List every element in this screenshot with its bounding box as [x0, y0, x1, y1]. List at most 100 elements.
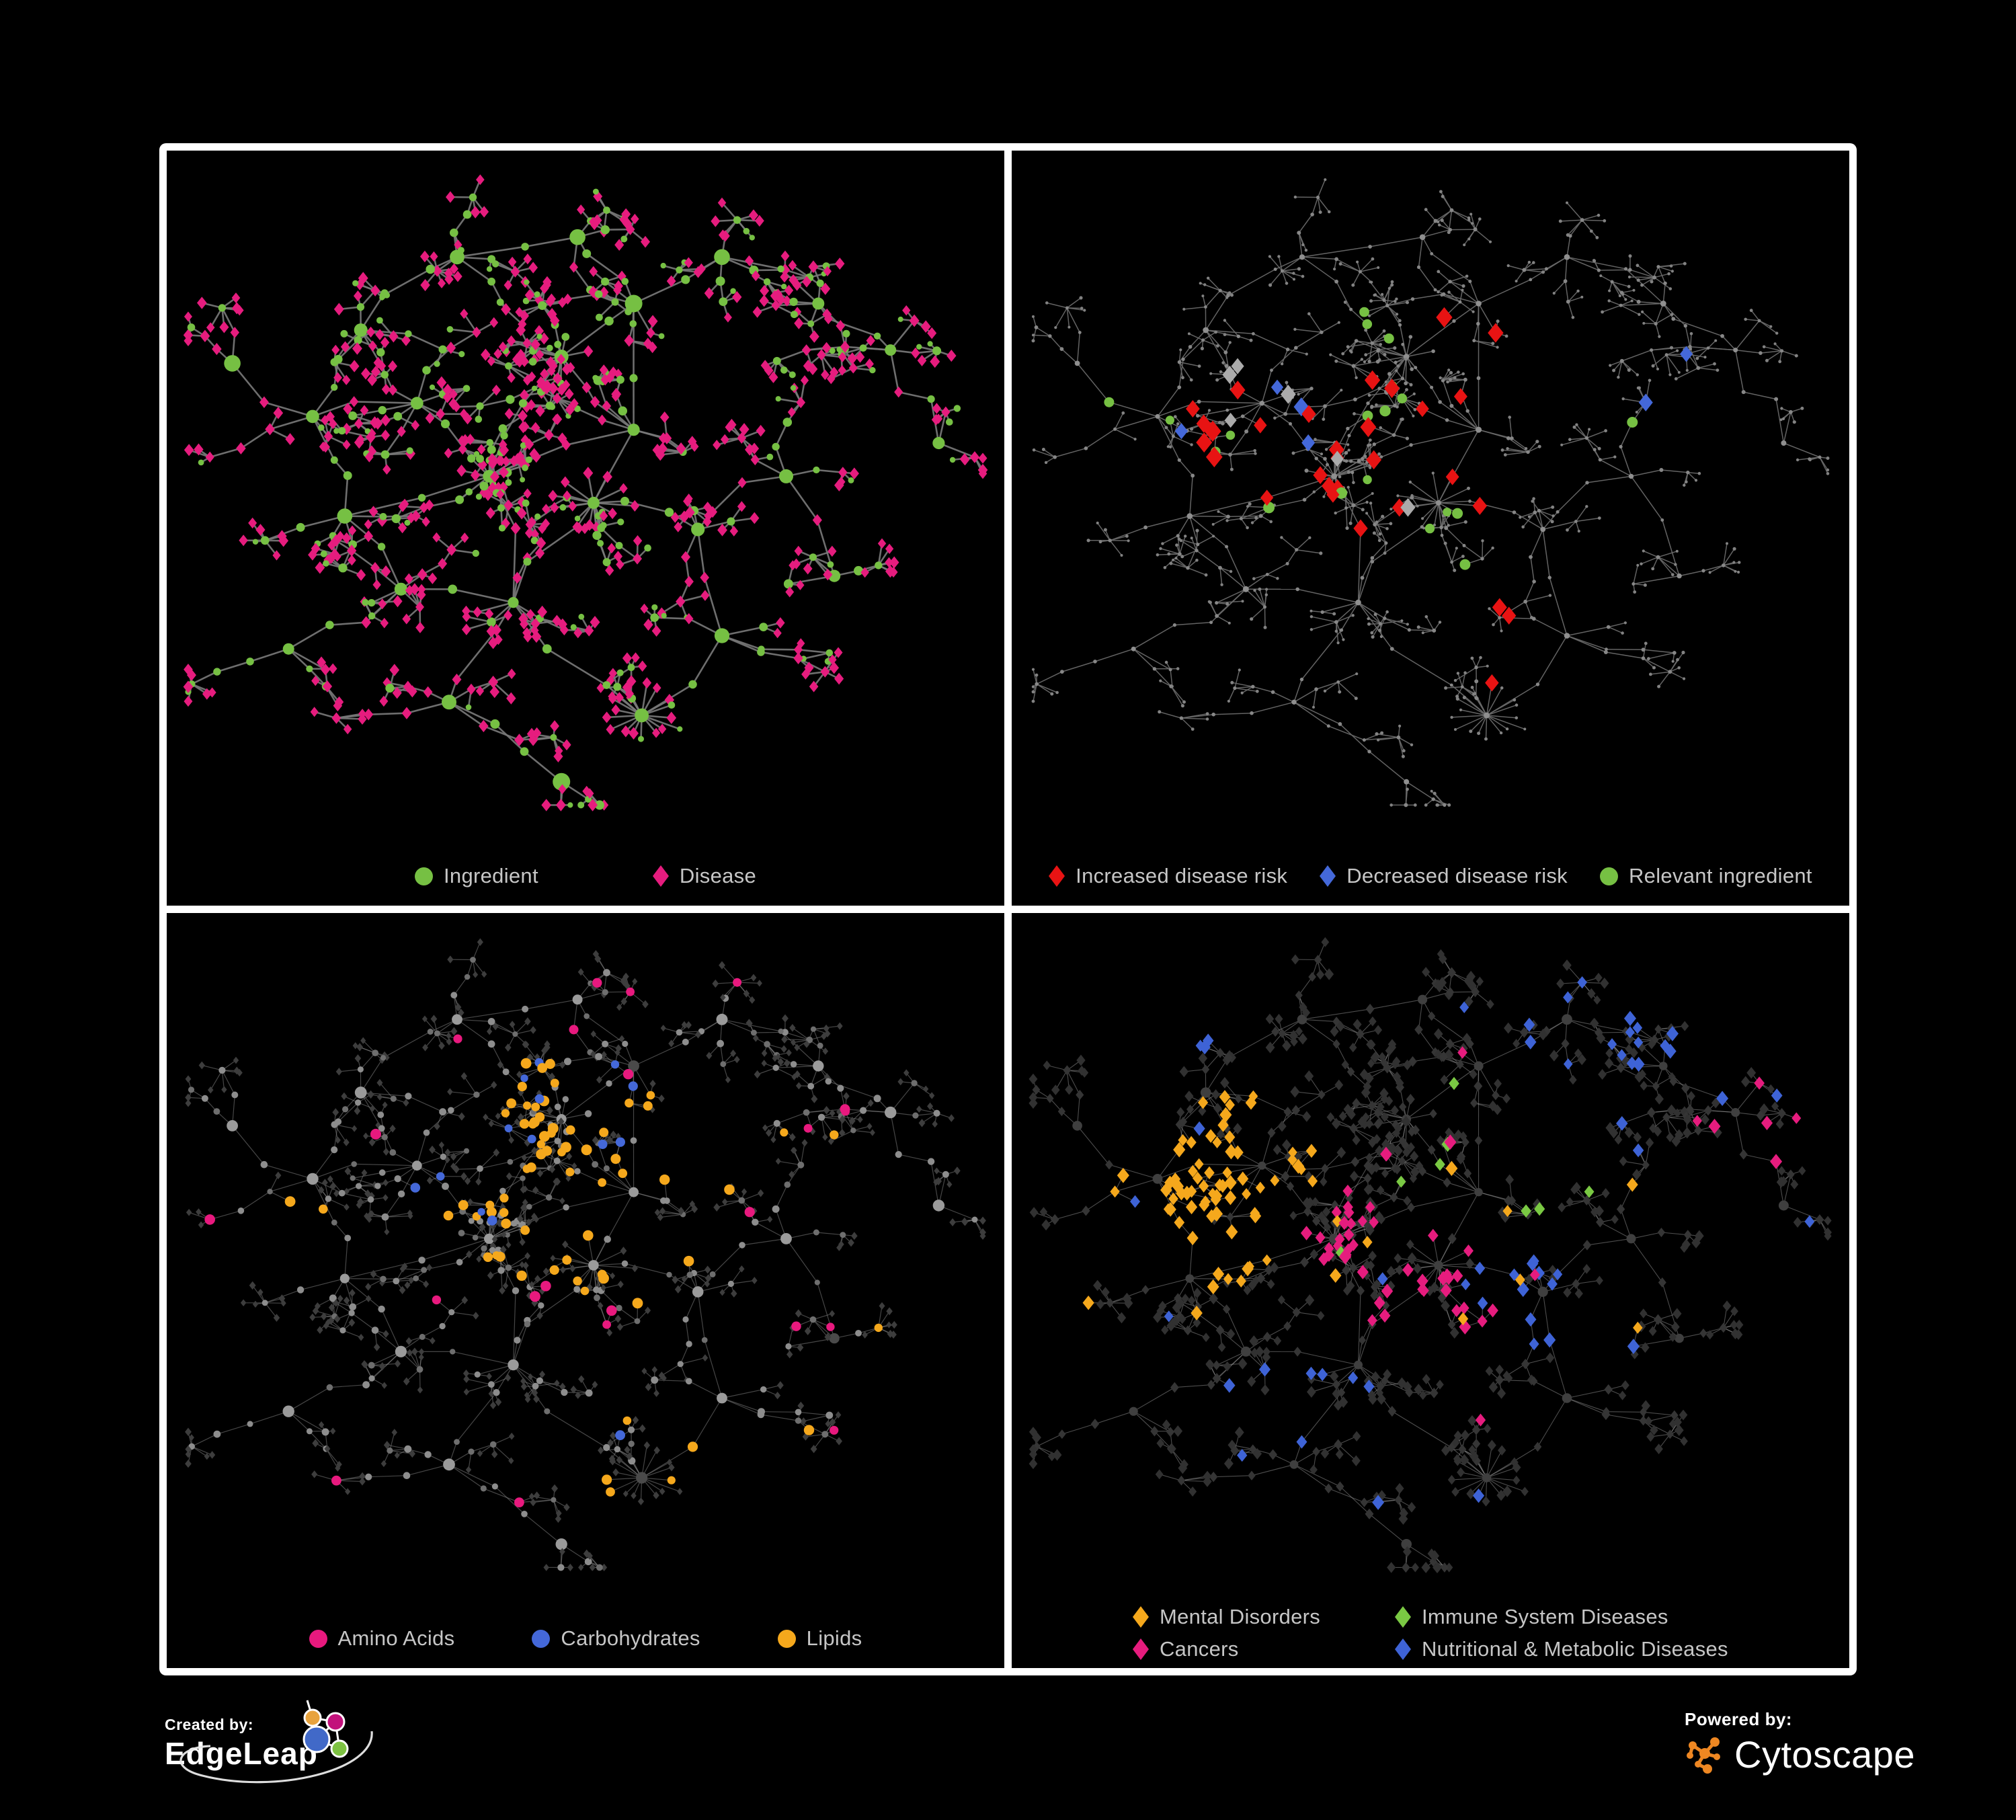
graph-node — [370, 561, 380, 574]
graph-node-highlight — [1443, 508, 1452, 517]
graph-node — [684, 506, 695, 519]
graph-node — [362, 598, 369, 606]
graph-node — [1424, 615, 1428, 619]
graph-edge — [1387, 302, 1408, 307]
graph-node — [519, 1261, 525, 1269]
graph-node-highlight — [1364, 370, 1381, 390]
graph-node — [827, 561, 834, 568]
graph-node — [1447, 368, 1451, 372]
graph-edge — [1422, 237, 1433, 254]
graph-node — [1229, 467, 1234, 471]
graph-node — [616, 669, 624, 676]
graph-node — [393, 1277, 400, 1285]
graph-node — [497, 1267, 505, 1274]
graph-node — [411, 420, 420, 431]
graph-node — [455, 495, 465, 504]
graph-edge — [329, 1384, 366, 1388]
graph-node — [1362, 738, 1366, 742]
graph-node — [613, 551, 623, 562]
graph-node — [629, 320, 637, 327]
graph-node — [1181, 376, 1184, 380]
graph-edge — [539, 617, 565, 631]
graph-edge — [1157, 416, 1180, 461]
graph-edge — [776, 349, 807, 362]
graph-edge — [1455, 715, 1487, 730]
graph-node — [826, 373, 836, 385]
graph-node — [602, 400, 612, 412]
graph-node — [1314, 457, 1318, 461]
graph-node — [1433, 219, 1438, 223]
graph-edge — [786, 1238, 818, 1283]
graph-node — [1285, 381, 1289, 385]
graph-edge — [513, 1364, 548, 1412]
graph-node — [514, 734, 524, 746]
graph-node — [1252, 577, 1256, 580]
graph-node — [978, 452, 987, 464]
graph-node — [476, 174, 485, 186]
graph-node — [1660, 518, 1664, 522]
graph-node — [1713, 362, 1716, 366]
graph-node — [538, 301, 547, 310]
graph-edge — [1608, 622, 1626, 628]
graph-node — [547, 293, 557, 305]
graph-edge — [191, 670, 218, 685]
graph-node — [1249, 338, 1253, 342]
graph-edge — [1189, 515, 1229, 518]
graph-node — [510, 266, 520, 278]
graph-node — [429, 1145, 436, 1154]
graph-edge — [334, 1124, 347, 1143]
graph-node — [1201, 294, 1205, 298]
graph-edge — [717, 1199, 742, 1208]
graph-node — [1377, 539, 1381, 543]
graph-node — [681, 1021, 688, 1029]
graph-node — [1108, 539, 1112, 543]
graph-node — [219, 321, 229, 333]
graph-node — [252, 539, 259, 545]
graph-node — [1382, 298, 1386, 302]
graph-node — [979, 1216, 986, 1225]
graph-node — [505, 1264, 512, 1271]
graph-node — [750, 454, 760, 466]
graph-node — [306, 665, 313, 672]
graph-node — [1651, 364, 1655, 368]
graph-node — [1444, 526, 1449, 530]
graph-node — [1524, 447, 1528, 450]
graph-node — [417, 493, 426, 502]
graph-node — [1280, 269, 1284, 273]
graph-edge — [1709, 565, 1724, 573]
graph-edge — [1574, 426, 1587, 439]
graph-edge — [344, 1278, 354, 1307]
graph-node — [1592, 448, 1597, 452]
graph-edges — [1033, 179, 1828, 806]
graph-edge — [1216, 615, 1230, 624]
graph-node — [611, 704, 620, 716]
graph-node — [320, 663, 331, 676]
graph-edge — [1586, 430, 1606, 439]
graph-node — [573, 627, 583, 639]
graph-node — [1143, 525, 1147, 530]
graph-node — [1642, 321, 1646, 325]
graph-node — [1280, 536, 1283, 539]
graph-edge — [1229, 431, 1247, 455]
graph-node — [437, 278, 446, 288]
graph-node — [643, 619, 653, 631]
graph-edge — [351, 549, 376, 569]
graph-edge — [1418, 266, 1436, 290]
graph-node — [585, 519, 594, 531]
graph-node — [330, 456, 338, 464]
graph-node — [507, 335, 516, 347]
graph-node — [553, 393, 562, 404]
graph-node — [1548, 594, 1552, 597]
graph-edge — [311, 416, 335, 461]
graph-node — [1467, 237, 1471, 241]
graph-node — [558, 296, 567, 309]
graph-edge — [1478, 715, 1488, 734]
graph-node — [1469, 212, 1473, 216]
graph-node — [1476, 376, 1481, 381]
graph-edge — [1410, 429, 1479, 446]
graph-edge — [328, 1198, 347, 1208]
graph-node — [1778, 360, 1782, 364]
graph-edge — [1330, 354, 1354, 366]
legend-disease-risk: Increased disease risk Decreased disease … — [1012, 864, 1849, 888]
graph-node — [1197, 364, 1201, 368]
